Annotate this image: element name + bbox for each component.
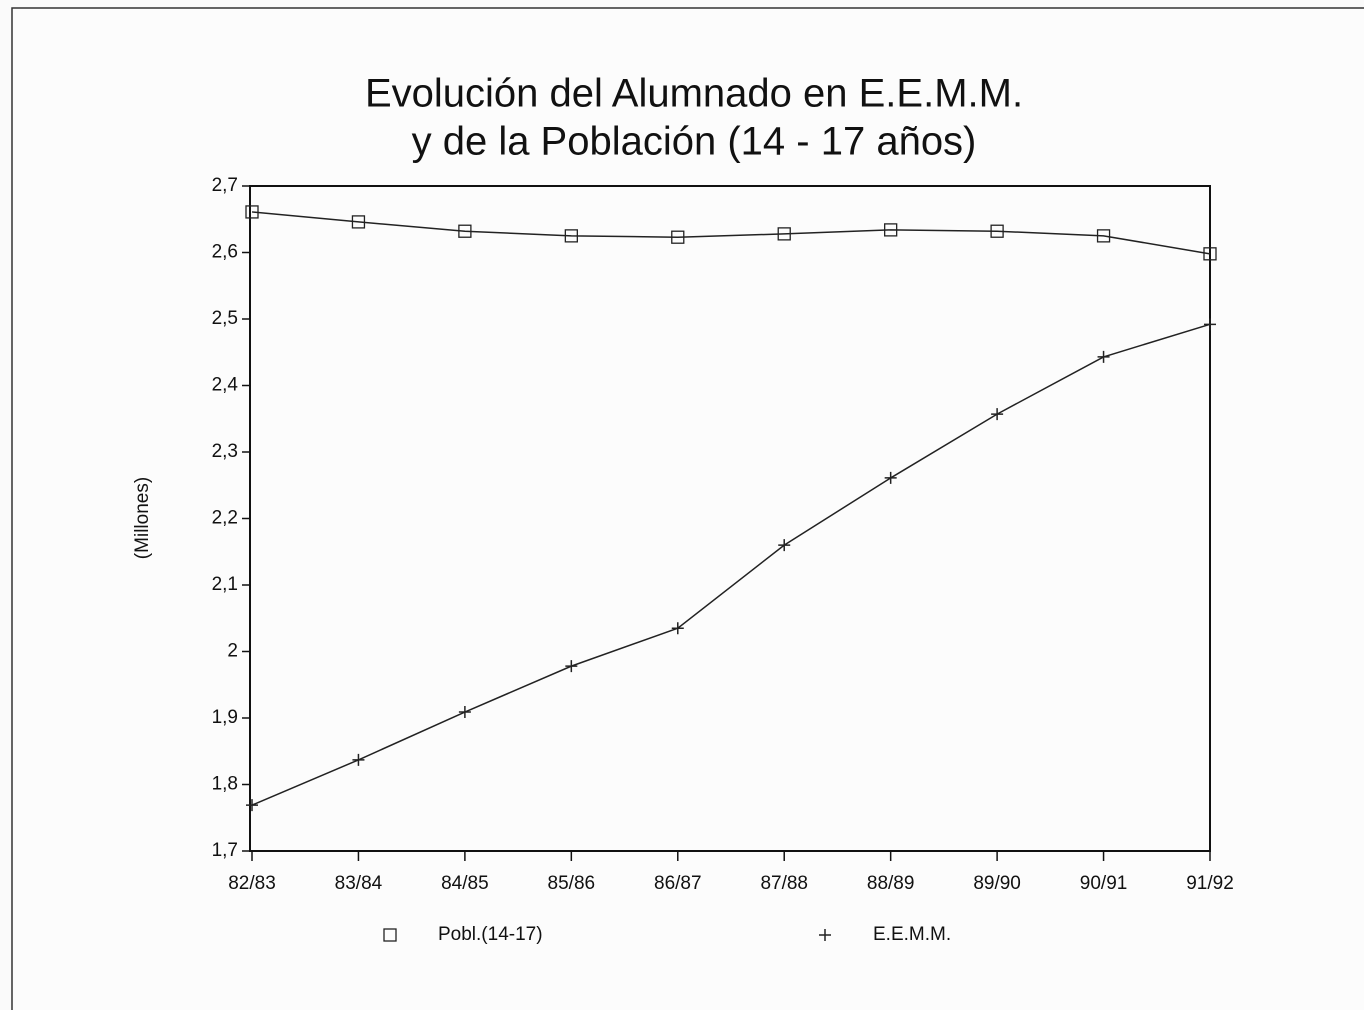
marker: [990, 224, 1004, 238]
y-tick-label: 2,3: [212, 441, 238, 462]
y-tick-label: 2: [227, 641, 238, 662]
legend-label: E.E.M.M.: [873, 924, 951, 945]
y-tick-label: 1,7: [212, 840, 238, 861]
y-tick-label: 1,8: [212, 774, 238, 795]
marker: [991, 408, 1004, 421]
x-tick-label: 85/86: [548, 873, 596, 894]
marker: [1097, 350, 1110, 363]
y-tick-label: 2,4: [212, 375, 239, 396]
x-tick-label: 83/84: [335, 873, 383, 894]
marker: [1204, 318, 1216, 331]
marker: [246, 799, 258, 812]
y-axis-label: (Millones): [132, 477, 153, 559]
series-line: [251, 211, 1211, 255]
legend-label: Pobl.(14-17): [438, 924, 543, 945]
y-tick-label: 2,2: [212, 508, 238, 529]
x-tick-label: 86/87: [654, 873, 702, 894]
x-tick-label: 91/92: [1186, 873, 1234, 894]
marker: [671, 230, 685, 244]
y-tick-label: 2,5: [212, 308, 238, 329]
marker: [458, 706, 471, 719]
marker: [458, 224, 472, 238]
x-tick-label: 89/90: [973, 873, 1021, 894]
y-tick-label: 2,1: [212, 574, 238, 595]
marker: [884, 223, 898, 237]
x-tick-label: 82/83: [228, 873, 276, 894]
marker: [1096, 229, 1111, 243]
marker: [245, 205, 259, 219]
legend-marker: [383, 928, 397, 942]
marker: [564, 229, 578, 243]
chart-title: Evolución del Alumnado en E.E.M.M.: [365, 72, 1023, 116]
chart-title: y de la Población (14 - 17 años): [412, 120, 977, 164]
x-tick-label: 88/89: [867, 873, 915, 894]
x-tick-label: 87/88: [760, 873, 808, 894]
frame: [11, 7, 1364, 1010]
marker: [778, 539, 791, 552]
marker: [671, 622, 684, 635]
marker: [565, 660, 578, 673]
marker: [352, 753, 365, 766]
marker: [777, 227, 791, 241]
y-tick-label: 1,9: [212, 707, 238, 728]
y-tick-label: 2,7: [212, 175, 238, 196]
x-tick-label: 84/85: [441, 873, 489, 894]
marker: [884, 471, 897, 484]
legend-marker: [819, 929, 831, 941]
series-line: [251, 323, 1211, 806]
marker: [1203, 247, 1217, 261]
y-tick-label: 2,6: [212, 242, 238, 263]
x-tick-label: 90/91: [1080, 873, 1128, 894]
marker: [351, 215, 366, 229]
